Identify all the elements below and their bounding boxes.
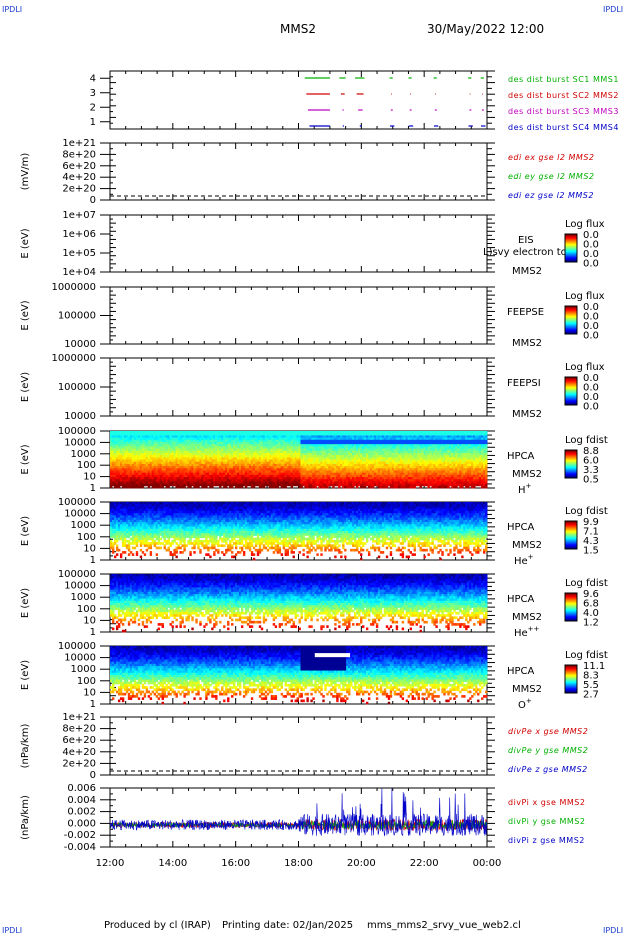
y-axis-label: E (eV) <box>20 444 31 474</box>
series-legend: des dist burst SC1 MMS1 <box>508 75 619 84</box>
y-tick-label: 6e+20 <box>62 161 96 172</box>
y-axis-label: E (eV) <box>20 300 31 330</box>
y-tick-label: 0 <box>90 195 96 206</box>
colorbar-title: Log flux <box>565 219 605 230</box>
instrument-label: FEEPSI <box>507 378 541 389</box>
colorbar-title: Log flux <box>565 291 605 302</box>
series-legend: des dist burst SC3 MMS3 <box>508 107 619 116</box>
y-tick-label: 1000 <box>71 449 96 460</box>
y-tick-label: 2e+20 <box>62 184 96 195</box>
panel-feepsi: 1000000 100000 10000 E (eV) FEEPSI MMS2 Log fl… <box>20 353 605 422</box>
y-tick-label: 100000 <box>58 426 96 437</box>
y-tick-label: 100 <box>77 460 96 471</box>
y-tick-label: 1000000 <box>51 282 96 293</box>
colorbar-tick: 0.5 <box>583 475 599 486</box>
spacecraft-label: MMS2 <box>512 266 542 277</box>
panel-frame <box>110 71 487 129</box>
spacecraft-label: MMS2 <box>512 469 542 480</box>
series-legend: des dist burst SC2 MMS2 <box>508 91 619 100</box>
instrument-label: FEEPSE <box>507 307 544 318</box>
spacecraft-label: MMS2 <box>512 409 542 420</box>
y-tick-label: 1 <box>90 483 96 494</box>
panel-frame <box>110 143 487 200</box>
y-tick-label: 10000 <box>64 411 96 422</box>
y-tick-label: 1e+06 <box>62 229 96 240</box>
y-tick-label: 4e+20 <box>62 172 96 183</box>
panel-feepse: 1000000 100000 10000 E (eV) FEEPSE MMS2 Log fl… <box>20 282 605 350</box>
colorbar-title: Log flux <box>565 362 605 373</box>
y-tick-label: 10000 <box>64 437 96 448</box>
panel-frame <box>110 215 487 272</box>
y-axis-label: E (eV) <box>20 228 31 258</box>
spacecraft-label: MMS2 <box>512 338 542 349</box>
y-axis-label: (mV/m) <box>20 153 31 191</box>
panel-burst: 1 2 3 4 des dist burst SC1 MMS1 des dist burs… <box>90 71 619 132</box>
colorbar-tick: 0.0 <box>583 402 599 413</box>
colorbar-tick: 0.0 <box>583 259 599 270</box>
y-tick-label: 1000000 <box>51 353 96 364</box>
series-legend: edi ey gse l2 MMS2 <box>508 172 595 181</box>
colorbar-tick: 0.0 <box>583 331 599 342</box>
overlay-label: L)svy electron to <box>483 247 567 258</box>
y-tick-label: 3 <box>90 88 96 99</box>
y-tick-label: 10 <box>83 472 96 483</box>
y-tick-label: 1e+05 <box>62 248 96 259</box>
y-tick-label: 1e+07 <box>62 210 96 221</box>
y-tick-label: 4 <box>90 73 96 84</box>
y-tick-label: 1e+21 <box>62 138 96 149</box>
y-tick-label: 1e+04 <box>62 267 96 278</box>
series-legend: edi ez gse l2 MMS2 <box>508 191 594 200</box>
y-tick-label: 2 <box>90 102 96 113</box>
y-tick-label: 1 <box>90 117 96 128</box>
y-tick-label: 8e+20 <box>62 149 96 160</box>
y-tick-label: 100000 <box>58 382 96 393</box>
instrument-label: HPCA <box>507 451 535 462</box>
y-tick-label: 100000 <box>58 311 96 322</box>
colorbar-title: Log fdist <box>565 435 608 446</box>
y-tick-label: 10000 <box>64 339 96 350</box>
series-legend: des dist burst SC4 MMS4 <box>508 123 619 132</box>
panel-frame <box>110 287 487 344</box>
series-legend: edi ex gse l2 MMS2 <box>508 153 595 162</box>
panel-frame <box>110 358 487 416</box>
species-label: H+ <box>518 482 532 496</box>
instrument-label: EIS <box>518 235 534 246</box>
y-axis-label: E (eV) <box>20 372 31 402</box>
panel-eis: 1e+07 1e+06 1e+05 1e+04 E (eV) EIS MMS2 L)svy e… <box>20 210 605 278</box>
